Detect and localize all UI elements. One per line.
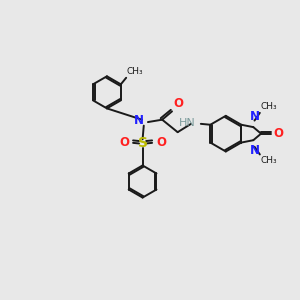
Text: N: N [250,110,260,123]
Text: O: O [119,136,129,149]
Text: S: S [138,136,148,151]
Text: N: N [134,114,144,127]
Text: O: O [156,136,166,149]
Text: CH₃: CH₃ [260,156,277,165]
Text: CH₃: CH₃ [127,67,143,76]
Text: O: O [273,127,283,140]
Text: CH₃: CH₃ [260,102,277,111]
Text: HN: HN [179,118,196,128]
Text: N: N [250,144,260,158]
Text: O: O [174,97,184,110]
